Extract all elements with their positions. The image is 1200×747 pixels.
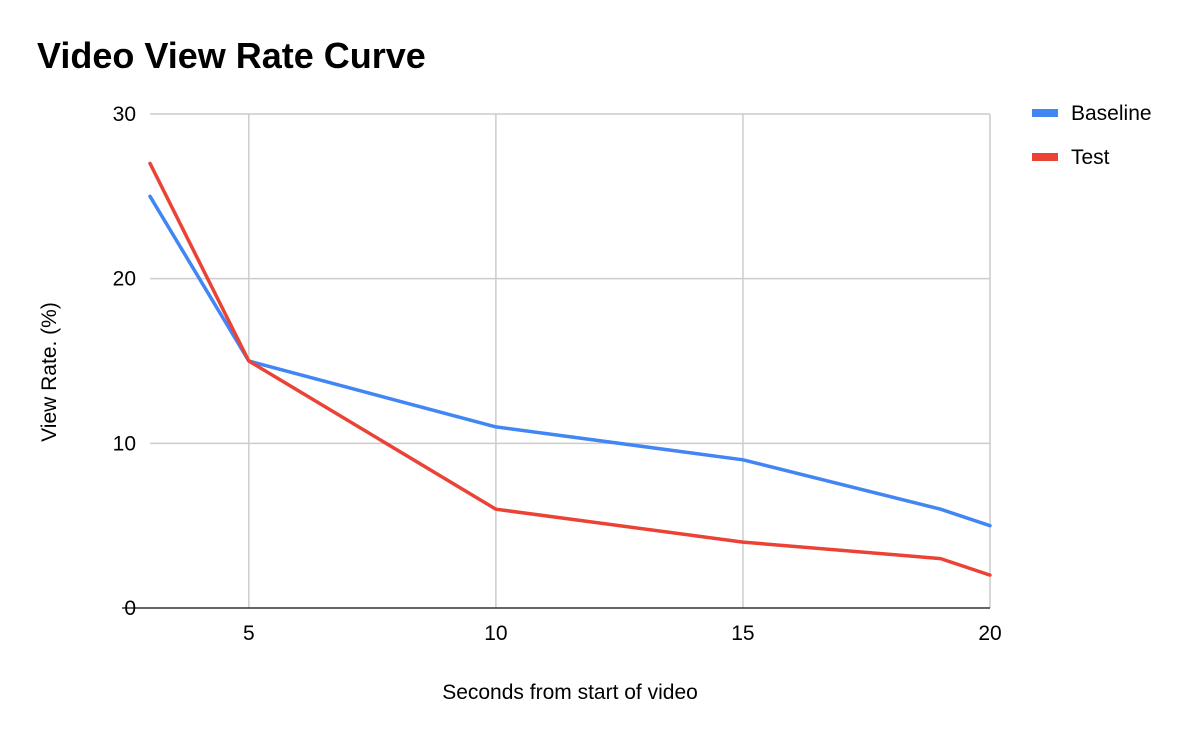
y-tick-label: 30 (113, 103, 136, 126)
series-layer (148, 161, 992, 577)
y-axis-title: View Rate. (%) (38, 302, 61, 442)
y-axis-ticks: 0 10 20 30 (113, 103, 136, 620)
legend-swatch (1032, 109, 1058, 117)
y-tick-label: 20 (113, 268, 136, 291)
legend-label: Baseline (1071, 102, 1152, 125)
series-line-test (148, 161, 992, 577)
y-tick-label: 0 (124, 597, 136, 620)
legend-swatch (1032, 153, 1058, 161)
legend: Baseline Test (1032, 102, 1152, 169)
x-tick-label: 5 (243, 622, 255, 645)
legend-label: Test (1071, 146, 1110, 169)
x-tick-label: 20 (978, 622, 1001, 645)
grid-layer (122, 113, 991, 609)
legend-item-baseline: Baseline (1032, 102, 1152, 125)
x-axis-ticks: 5 10 15 20 (243, 622, 1002, 645)
x-tick-label: 10 (484, 622, 507, 645)
y-tick-label: 10 (113, 432, 136, 455)
chart-title: Video View Rate Curve (37, 35, 426, 76)
legend-item-test: Test (1032, 146, 1110, 169)
series-line-baseline (148, 194, 992, 528)
x-axis-title: Seconds from start of video (442, 681, 698, 704)
x-tick-label: 15 (731, 622, 754, 645)
